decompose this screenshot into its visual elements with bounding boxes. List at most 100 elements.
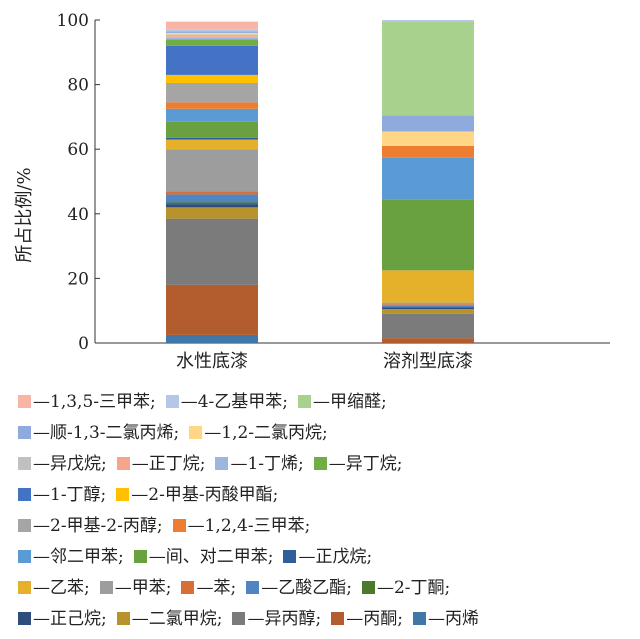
x-tick-label: 水性底漆 xyxy=(176,351,248,372)
legend-label: —1-丁醇; xyxy=(33,484,107,505)
legend-item: —乙苯; xyxy=(18,578,90,598)
bar-segment xyxy=(166,121,258,138)
legend-item: —1-丁醇; xyxy=(18,485,106,505)
bar-segment xyxy=(166,74,258,83)
bar-segment xyxy=(166,31,258,33)
legend-item: —1,2-二氯丙烷; xyxy=(189,423,328,443)
legend-label: —异戊烷; xyxy=(33,453,107,474)
legend-item: —2-甲基-丙酸甲酯; xyxy=(116,485,278,505)
bars xyxy=(166,20,474,343)
y-tick-label: 100 xyxy=(57,11,89,31)
bar-segment xyxy=(166,204,258,208)
legend-label: —正己烷; xyxy=(33,608,107,629)
legend-item: —正丁烷; xyxy=(116,453,206,474)
legend-row: —顺-1,3-二氯丙烯; —1,2-二氯丙烷; xyxy=(18,417,633,448)
legend-item: —甲缩醛; xyxy=(298,392,387,412)
bar-segment xyxy=(382,307,474,310)
y-axis-label: 所占比例/% xyxy=(14,167,35,262)
bar-segment xyxy=(166,207,258,219)
legend-swatch xyxy=(412,612,426,625)
legend-swatch xyxy=(361,581,375,594)
bar-segment xyxy=(166,34,258,37)
bar-segment xyxy=(166,39,258,46)
legend-swatch xyxy=(165,395,179,408)
legend-label: —正丁烷; xyxy=(131,453,206,474)
legend-item: —1,2,4-三甲苯; xyxy=(172,515,311,536)
legend-row: —正己烷; —二氯甲烷; —异丙醇; —丙酮; —丙烯 xyxy=(18,603,633,634)
bar-segment xyxy=(382,302,474,305)
legend-swatch xyxy=(18,612,31,625)
legend-item: —异丙醇; xyxy=(232,609,321,629)
legend-item: —丙酮; xyxy=(331,609,403,629)
legend-label: —2-甲基-丙酸甲酯; xyxy=(131,484,279,505)
legend-swatch xyxy=(189,426,203,439)
bar-segment xyxy=(382,338,474,343)
legend-row: —乙苯; —甲苯; —苯; —乙酸乙酯; —2-丁酮; xyxy=(18,572,633,603)
legend-swatch xyxy=(18,550,31,563)
bar-segment xyxy=(166,218,258,285)
bar-segment xyxy=(382,145,474,158)
legend-swatch xyxy=(116,488,130,501)
legend-item: —苯; xyxy=(181,578,236,598)
legend-item: —丙烯 xyxy=(412,608,479,629)
legend-swatch xyxy=(116,457,130,470)
bar-segment xyxy=(166,36,258,38)
legend-item: —正己烷; xyxy=(18,609,107,629)
bar-segment xyxy=(166,149,258,192)
legend-item: —顺-1,3-二氯丙烯; xyxy=(18,423,179,443)
bar-segment xyxy=(382,131,474,146)
legend-swatch xyxy=(99,581,113,594)
legend-swatch xyxy=(313,457,327,470)
legend-item: —间、对二甲苯; xyxy=(133,547,273,567)
bar-segment xyxy=(382,115,474,132)
legend-swatch xyxy=(18,488,31,501)
legend-label: —二氯甲烷; xyxy=(131,608,223,629)
y-tick-label: 40 xyxy=(67,205,89,225)
legend-label: —正戊烷; xyxy=(298,546,373,567)
legend-swatch xyxy=(18,395,31,408)
legend-swatch xyxy=(215,457,229,470)
legend-label: —异丁烷; xyxy=(328,453,403,474)
legend-item: —2-丁酮; xyxy=(361,577,451,598)
y-tick-label: 0 xyxy=(78,334,89,354)
legend-swatch xyxy=(232,612,246,625)
legend-item: —1,3,5-三甲苯; xyxy=(18,392,156,412)
y-tick-label: 60 xyxy=(67,140,89,160)
legend-label: —2-丁酮; xyxy=(376,577,451,598)
legend-label: —1-丁烯; xyxy=(230,453,304,474)
legend-swatch xyxy=(116,612,130,625)
legend-swatch xyxy=(172,519,186,532)
legend-label: —2-甲基-2-丙醇; xyxy=(33,515,163,536)
tick-labels: 0 20 40 60 80 100 水性底漆 溶剂型底漆 xyxy=(57,11,473,372)
legend-label: —顺-1,3-二氯丙烯; xyxy=(33,422,180,443)
legend-label: —丙烯 xyxy=(427,608,479,629)
bar-segment xyxy=(382,20,474,22)
legend-item: —乙酸乙酯; xyxy=(246,578,352,598)
bar-segment xyxy=(166,284,258,335)
legend-item: —2-甲基-2-丙醇; xyxy=(18,516,163,536)
legend-row: —1-丁醇; —2-甲基-丙酸甲酯; xyxy=(18,479,633,510)
bar-segment xyxy=(382,313,474,339)
legend-row: —1,3,5-三甲苯; —4-乙基甲苯; —甲缩醛; xyxy=(18,386,633,417)
legend-label: —邻二甲苯; xyxy=(33,546,124,567)
legend-label: —丙酮; xyxy=(346,608,403,629)
legend-label: —乙苯; xyxy=(33,577,90,598)
legend-swatch xyxy=(18,426,31,439)
legend-swatch xyxy=(283,550,297,563)
bar-segment xyxy=(166,137,258,140)
bar-segment xyxy=(166,334,258,343)
legend-item: —异丁烷; xyxy=(313,453,403,474)
bar-segment xyxy=(166,102,258,109)
bar-segment xyxy=(166,32,258,35)
legend-row: —异戊烷; —正丁烷; —1-丁烯; —异丁烷; xyxy=(18,448,633,479)
bar-segment xyxy=(166,45,258,75)
legend-label: —1,2,4-三甲苯; xyxy=(187,515,311,536)
legend-swatch xyxy=(298,395,312,408)
legend-label: —甲苯; xyxy=(114,577,172,598)
bar-segment xyxy=(166,29,258,32)
legend-label: —1,3,5-三甲苯; xyxy=(33,391,156,412)
legend: —1,3,5-三甲苯; —4-乙基甲苯; —甲缩醛; —顺-1,3-二氯丙烯; —1,2… xyxy=(18,386,633,634)
bar-segment xyxy=(382,21,474,116)
legend-label: —4-乙基甲苯; xyxy=(180,391,289,412)
legend-swatch xyxy=(18,457,31,470)
